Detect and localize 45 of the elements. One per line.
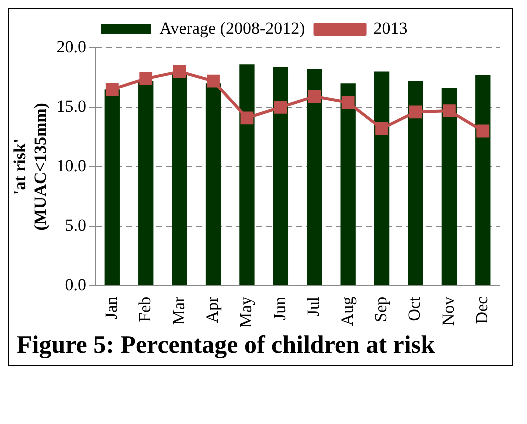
x-tick-label: Oct xyxy=(405,296,424,322)
bar xyxy=(172,74,188,286)
x-tick-label: Sep xyxy=(372,296,391,322)
point xyxy=(308,90,322,104)
bar xyxy=(476,75,491,286)
x-tick-label: Mar xyxy=(169,296,188,326)
x-tick-label: Nov xyxy=(438,296,458,326)
x-tick-label: Jan xyxy=(102,296,121,320)
point xyxy=(240,112,254,125)
bar xyxy=(206,84,222,286)
point xyxy=(274,101,288,114)
point xyxy=(376,122,388,136)
point xyxy=(173,65,186,78)
y-axis-title: 'at risk' (MUAC<135mm) xyxy=(10,103,50,231)
point xyxy=(140,72,153,86)
point xyxy=(342,96,355,110)
y-tick-label: 10.0 xyxy=(56,156,87,176)
y-tick-label: 0.0 xyxy=(65,275,87,294)
bar xyxy=(307,69,322,286)
x-tick-label: Aug xyxy=(338,296,357,326)
x-tick-label: Dec xyxy=(472,296,492,324)
bar xyxy=(374,72,390,286)
bar xyxy=(138,81,154,286)
bar xyxy=(104,90,120,286)
legend-label: Average (2008-2012) xyxy=(160,18,306,38)
bar xyxy=(442,88,458,286)
bar xyxy=(408,81,424,286)
y-tick-label: 5.0 xyxy=(65,216,87,235)
x-tick-label: May xyxy=(236,296,256,328)
point xyxy=(207,74,220,88)
y-tick-label: 15.0 xyxy=(56,96,87,116)
point xyxy=(409,106,422,119)
x-tick-label: Jul xyxy=(304,296,324,317)
bar xyxy=(240,64,255,286)
y-tick-label: 20.0 xyxy=(56,37,87,56)
point xyxy=(476,124,490,138)
bar xyxy=(273,67,289,286)
x-tick-label: Apr xyxy=(202,296,222,324)
x-tick-label: Feb xyxy=(136,296,155,322)
bar xyxy=(340,84,356,286)
x-tick-label: Jun xyxy=(270,296,290,320)
point xyxy=(106,83,119,96)
legend-label: 2013 xyxy=(374,18,408,38)
point xyxy=(442,104,456,118)
text: Figure 5: Percentage of children at risk xyxy=(16,331,436,361)
